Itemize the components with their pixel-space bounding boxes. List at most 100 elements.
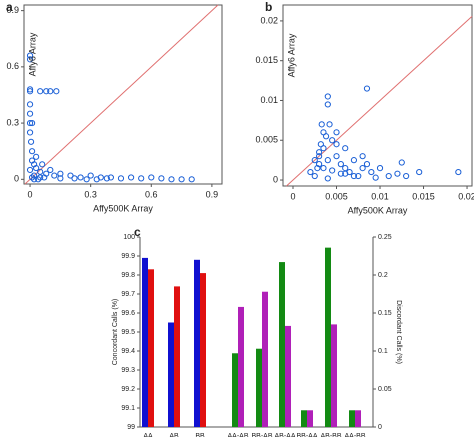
point [307,168,314,176]
y2-tick-label: 0.15 [378,310,392,317]
point [67,172,74,179]
point [107,174,114,181]
point [318,121,325,128]
y-tick-label: 99.5 [121,329,135,336]
x-tick-label: 0.3 [84,189,97,199]
y-tick-label: 99.9 [121,253,135,260]
panel-label: c [134,225,141,239]
x-tick-label: AB-AA [274,433,295,437]
bar [232,353,238,427]
point [47,88,54,95]
point [329,167,336,174]
point [168,176,175,183]
y2-tick-label: 0.1 [378,348,388,355]
y2-tick-label: 0.2 [378,272,388,279]
point [403,172,410,180]
y-tick-label: 0.02 [260,15,278,25]
x-tick-label: 0 [28,189,33,199]
point [53,88,60,95]
y-tick-label: 99.8 [121,272,135,279]
point [333,153,340,160]
point [363,85,371,92]
point [28,119,36,127]
point [57,175,64,182]
x-tick-label: AA-AB [227,433,248,437]
bar [307,410,313,427]
bar [285,325,291,427]
x-tick-label: 0 [290,191,295,201]
y-tick-label: 0.01 [260,95,278,105]
point [316,153,323,160]
bar [238,306,244,427]
point [138,175,145,182]
point [337,170,344,177]
x-tick-label: 0.01 [371,191,389,201]
bar [279,262,285,427]
point [372,174,379,181]
y2-axis-label: Discordant Calls (%) [395,300,402,364]
x-tick-label: 0.6 [145,189,158,199]
y-tick-label: 0 [273,174,278,184]
x-tick-label: BB-AB [251,433,272,437]
bar [168,322,174,427]
point [322,133,330,140]
x-tick-label: 0.02 [458,191,474,201]
point [37,174,44,181]
point [311,172,318,180]
point [41,174,48,181]
bar [262,291,268,427]
y-axis-label: Affy6 Array [286,33,296,77]
point [314,164,321,172]
y-tick-label: 0 [14,174,19,184]
point [83,176,90,183]
point [26,52,34,59]
bar [174,286,180,427]
plot-frame [282,4,473,187]
point [33,153,40,160]
panel-label: b [265,0,272,14]
point [342,145,349,152]
point [27,138,35,145]
point [324,175,331,182]
y-tick-label: 99.6 [121,310,135,317]
point [363,161,371,168]
point [26,166,34,174]
point [43,88,50,95]
y-tick-label: 0.015 [255,55,278,65]
x-tick-label: 0.015 [412,191,435,201]
y-tick-label: 0.005 [255,135,278,145]
bar [355,410,361,427]
point [26,129,34,136]
y-tick-label: 0.9 [6,5,19,15]
point [342,170,349,177]
point [394,170,401,177]
point [35,176,42,183]
x-axis-label: Affy500K Array [348,205,408,215]
y-axis-label: Concordant Calls (%) [112,299,119,366]
point [350,172,358,180]
point [333,141,340,148]
point [342,164,349,172]
point [39,161,46,168]
x-tick-label: BB-AA [296,433,317,437]
x-tick-label: BB [195,433,205,437]
point [320,164,327,172]
bar [349,410,355,427]
point [31,176,38,183]
y-tick-label: 100 [123,234,135,241]
point [376,164,384,172]
point [368,168,375,176]
y2-tick-label: 0.25 [378,234,392,241]
identity-line [286,16,473,187]
identity-line [24,4,219,185]
point [178,176,185,183]
y-tick-label: 99.1 [121,405,135,412]
point [350,157,358,164]
bar [331,324,337,427]
x-tick-label: 0.9 [206,189,219,199]
y-tick-label: 0.6 [6,61,19,71]
point [385,172,392,180]
y2-tick-label: 0.05 [378,386,392,393]
y-tick-label: 0.3 [6,117,19,127]
